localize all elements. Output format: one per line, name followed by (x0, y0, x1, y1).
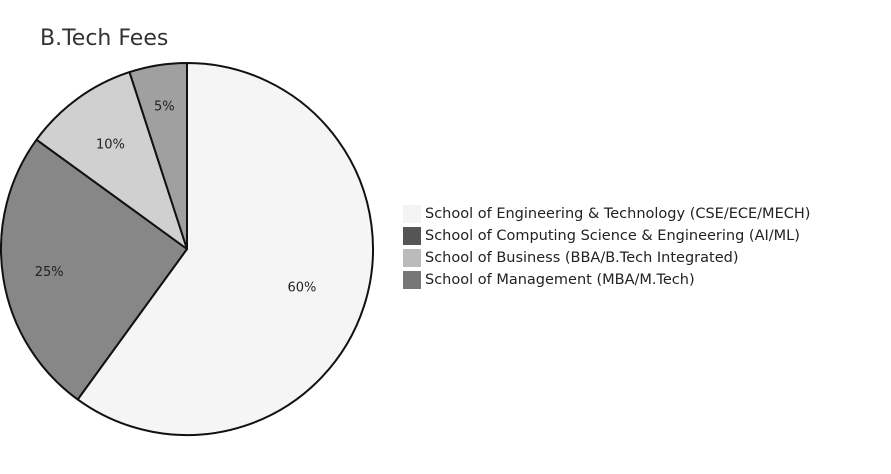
legend-label: School of Computing Science & Engineerin… (425, 228, 800, 244)
legend-label: School of Engineering & Technology (CSE/… (425, 206, 811, 222)
legend-swatch (403, 227, 421, 245)
slice-computing[interactable] (0, 138, 188, 401)
legend-label: School of Business (BBA/B.Tech Integrate… (425, 250, 739, 266)
legend-item[interactable]: School of Engineering & Technology (CSE/… (403, 203, 810, 225)
legend-item[interactable]: School of Management (MBA/M.Tech) (403, 269, 810, 291)
legend: School of Engineering & Technology (CSE/… (403, 203, 810, 291)
slice-percent-label: 60% (288, 280, 317, 295)
slice-business[interactable] (35, 71, 188, 250)
chart-title: B.Tech Fees (40, 26, 169, 51)
legend-swatch (403, 249, 421, 267)
legend-swatch (403, 271, 421, 289)
legend-item[interactable]: School of Computing Science & Engineerin… (403, 225, 810, 247)
slice-percent-label: 10% (96, 138, 125, 153)
legend-label: School of Management (MBA/M.Tech) (425, 272, 695, 288)
slice-management[interactable] (128, 62, 188, 250)
legend-swatch (403, 205, 421, 223)
pie-chart: 60% 25% 10% 5% (0, 62, 374, 436)
slice-percent-label: 5% (154, 100, 175, 115)
slice-engineering[interactable] (76, 62, 374, 436)
slice-percent-label: 25% (35, 265, 64, 280)
legend-item[interactable]: School of Business (BBA/B.Tech Integrate… (403, 247, 810, 269)
